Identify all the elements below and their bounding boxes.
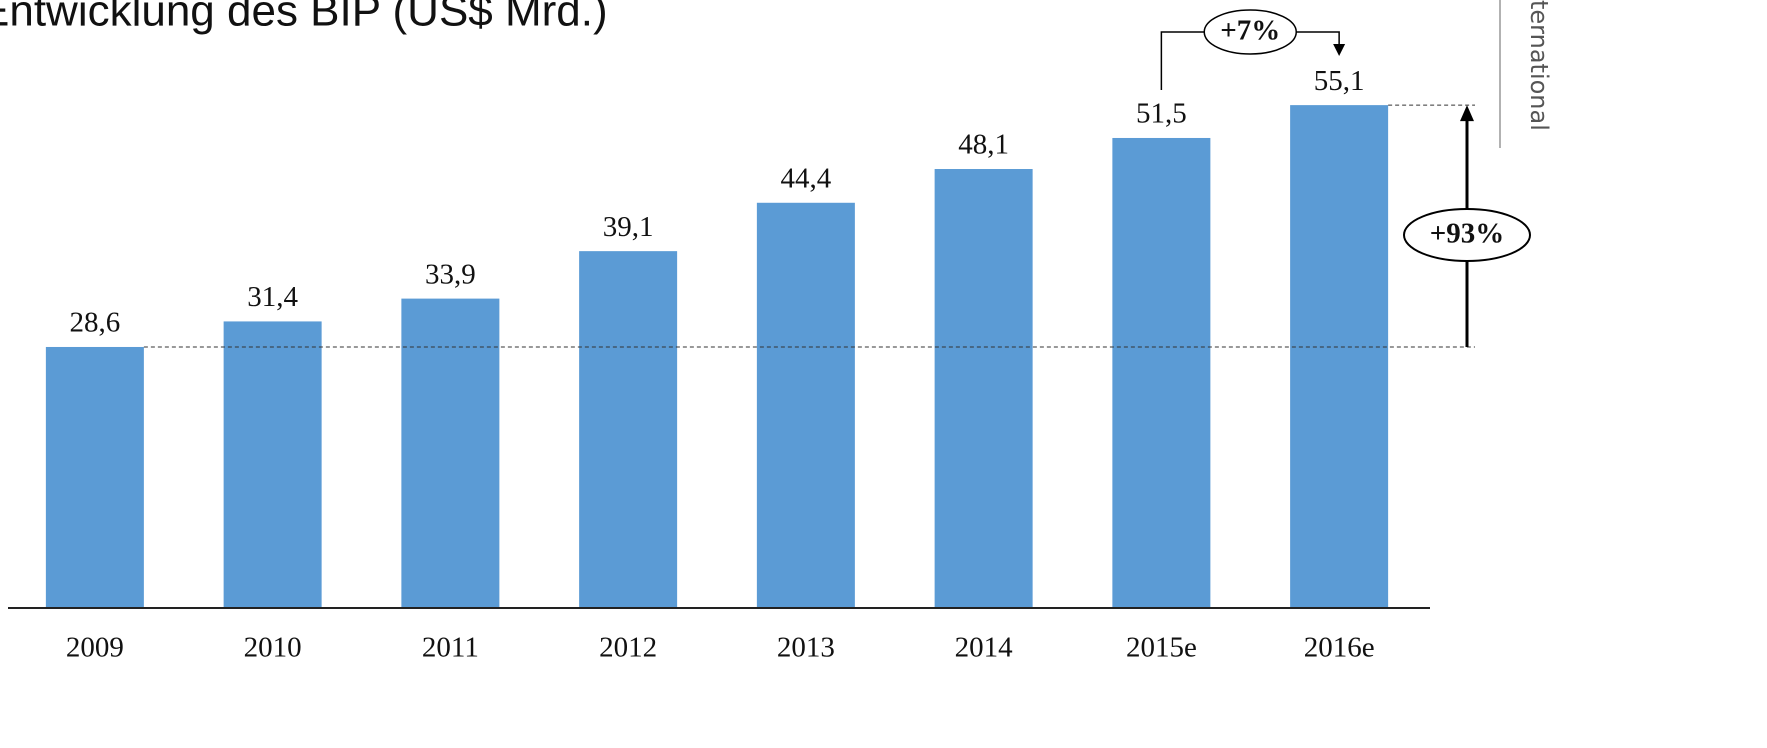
chart-title: Entwicklung des BIP (US$ Mrd.) [0, 0, 608, 36]
bar [1290, 105, 1389, 608]
side-text: ternational [1525, 0, 1553, 131]
x-tick-label: 2016e [1304, 632, 1375, 664]
x-tick-label: 2011 [422, 632, 479, 664]
x-tick-label: 2015e [1126, 632, 1197, 664]
bar [45, 346, 144, 608]
annotation-ellipse [1203, 9, 1297, 55]
annotation: +93% [1430, 218, 1505, 250]
bar [401, 298, 500, 608]
bar [223, 321, 322, 608]
annotation: +7% [1220, 15, 1280, 47]
arrow-head [1333, 44, 1346, 56]
value-label: 44,4 [781, 162, 832, 194]
value-label: 28,6 [70, 307, 121, 339]
x-tick-label: 2013 [777, 632, 835, 664]
value-label: 31,4 [247, 281, 298, 313]
value-label: 33,9 [425, 258, 476, 290]
annotation-ellipse [1403, 208, 1531, 262]
value-label: 51,5 [1136, 98, 1187, 130]
value-label: 48,1 [958, 129, 1009, 161]
arrow-head [1460, 105, 1474, 122]
value-label: 39,1 [603, 211, 654, 243]
bar [579, 251, 678, 608]
bar [756, 202, 855, 608]
bar [934, 169, 1033, 609]
bar [1112, 137, 1211, 608]
value-label: 55,1 [1314, 65, 1365, 97]
x-tick-label: 2014 [955, 632, 1014, 664]
x-tick-label: 2009 [66, 632, 124, 664]
x-tick-label: 2010 [244, 632, 302, 664]
x-tick-label: 2012 [599, 632, 657, 664]
